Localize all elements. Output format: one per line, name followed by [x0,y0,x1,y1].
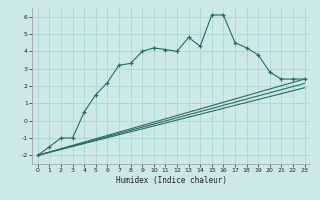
X-axis label: Humidex (Indice chaleur): Humidex (Indice chaleur) [116,176,227,185]
